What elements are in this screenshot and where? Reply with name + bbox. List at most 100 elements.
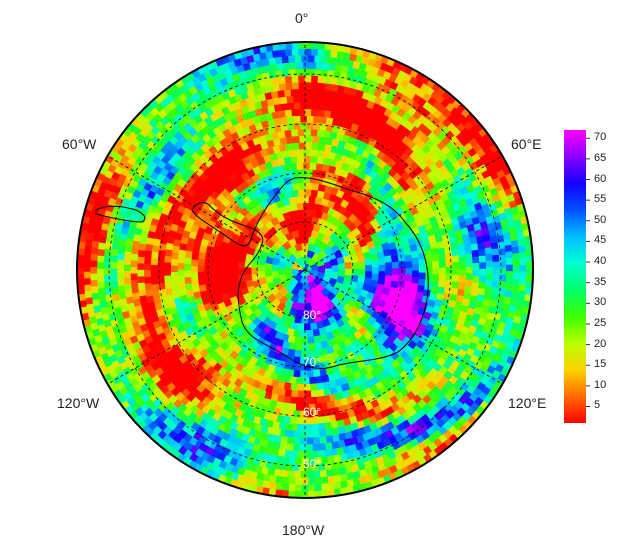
field-cell [292,249,302,260]
field-cell [276,150,285,160]
field-cell [270,158,280,168]
field-cell [309,383,318,392]
field-cell [210,270,219,279]
field-cell [282,211,292,221]
field-cell [299,135,308,143]
field-cell [338,270,346,278]
field-cell [157,255,165,264]
field-cell [307,403,316,412]
field-cell [284,266,292,276]
field-cell [280,279,291,289]
field-cell [307,343,316,351]
field-cell [183,262,192,271]
field-cell [197,250,206,260]
lat-label-80: 80° [303,308,321,322]
field-cell [304,289,313,298]
field-cell [343,274,353,284]
field-cell [285,142,294,151]
field-cell [304,430,314,439]
field-cell [137,287,147,297]
field-cell [301,242,310,251]
field-cell [298,430,307,439]
field-cell [326,238,337,249]
field-cell [307,316,315,325]
field-cell [264,300,275,311]
field-cell [280,116,290,125]
field-cell [170,257,179,266]
field-cell [223,271,232,279]
field-cell [472,256,480,265]
field-cell [307,336,315,345]
colorbar-tick-label: 60 [594,172,607,185]
field-cell [451,255,460,264]
field-cell [177,281,186,290]
field-cell [312,328,321,338]
field-cell [324,268,333,276]
field-cell [309,148,318,157]
field-cell [256,312,267,323]
lon-label-60w: 60°W [62,136,97,152]
field-cell [262,230,273,241]
field-cell [458,256,467,265]
colorbar [564,130,586,423]
field-cell [478,249,487,258]
field-cell [404,274,413,283]
field-cell [292,329,301,338]
lat-label-70: 70° [303,355,321,369]
field-cell [411,257,420,266]
field-cell [296,162,305,170]
field-cell [288,416,297,425]
field-cell [464,246,473,256]
colorbar-tick-label: 40 [594,255,607,268]
field-cell [357,316,368,327]
field-cell [136,268,145,277]
field-cell [244,252,254,262]
field-cell [203,264,212,273]
field-cell [391,261,400,270]
field-cell [431,280,440,290]
field-cell [378,264,386,273]
field-cell [224,264,232,273]
field-cell [309,450,318,459]
field-cell [272,171,283,181]
field-cell [143,255,152,264]
field-cell [294,256,304,266]
field-cell [306,95,315,103]
field-cell [293,101,302,110]
field-cell [257,256,267,266]
field-cell [257,270,266,279]
field-cell [300,316,308,325]
field-cell [298,182,307,190]
field-cell [318,354,327,364]
field-cell [170,270,178,279]
field-cell [231,278,240,287]
field-cell [301,283,311,291]
field-cell [395,241,404,251]
field-cell [264,269,272,278]
field-cell [197,270,205,279]
field-cell [278,109,288,118]
field-cell [317,429,327,438]
field-cell [392,268,400,276]
field-cell [264,275,274,284]
field-cell [286,135,295,144]
field-cell [163,267,171,276]
field-cell [224,277,233,286]
field-cell [439,267,447,276]
field-cell [318,142,327,151]
field-cell [250,267,259,275]
field-cell [306,115,316,123]
field-cell [330,271,340,280]
field-cell [284,88,293,97]
field-cell [397,280,406,289]
field-cell [317,409,327,418]
field-cell [305,356,314,365]
field-cell [305,370,314,378]
field-cell [313,342,323,351]
field-cell [331,264,339,273]
field-cell [164,286,174,296]
field-cell [286,327,295,337]
field-cell [217,266,225,275]
